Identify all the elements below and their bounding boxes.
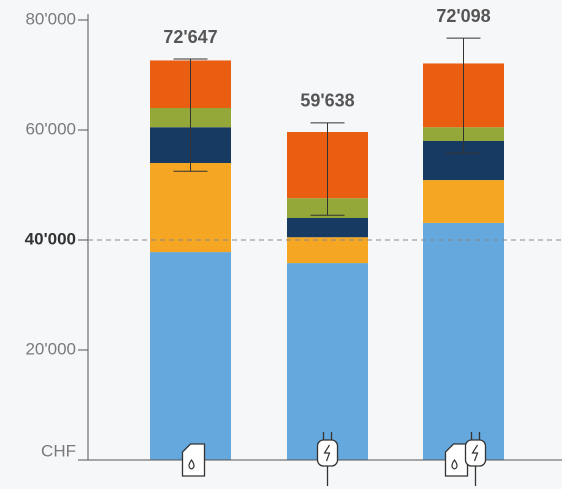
- y-tick-label: CHF: [41, 441, 76, 460]
- fuel-icon: [181, 443, 206, 477]
- icons: [181, 432, 487, 486]
- total-label: 59'638: [300, 91, 354, 111]
- total-label: 72'098: [436, 6, 490, 26]
- bar-segment: [287, 263, 368, 460]
- drop: [188, 458, 195, 470]
- bar-segment: [150, 163, 231, 253]
- y-tick-label: 80'000: [25, 9, 76, 28]
- fuel-icon: [444, 443, 469, 477]
- y-tick-label: 40'000: [25, 229, 76, 248]
- y-tick-label: 60'000: [25, 119, 76, 138]
- bolt: [323, 444, 331, 462]
- bar-segment: [287, 218, 368, 238]
- bar-segment: [423, 222, 504, 460]
- bar-segment: [423, 180, 504, 223]
- bolt: [471, 444, 479, 462]
- bar-segment: [150, 252, 231, 460]
- y-tick-label: 20'000: [25, 339, 76, 358]
- total-label: 72'647: [163, 27, 217, 47]
- bar-segment: [287, 237, 368, 264]
- drop: [451, 458, 458, 470]
